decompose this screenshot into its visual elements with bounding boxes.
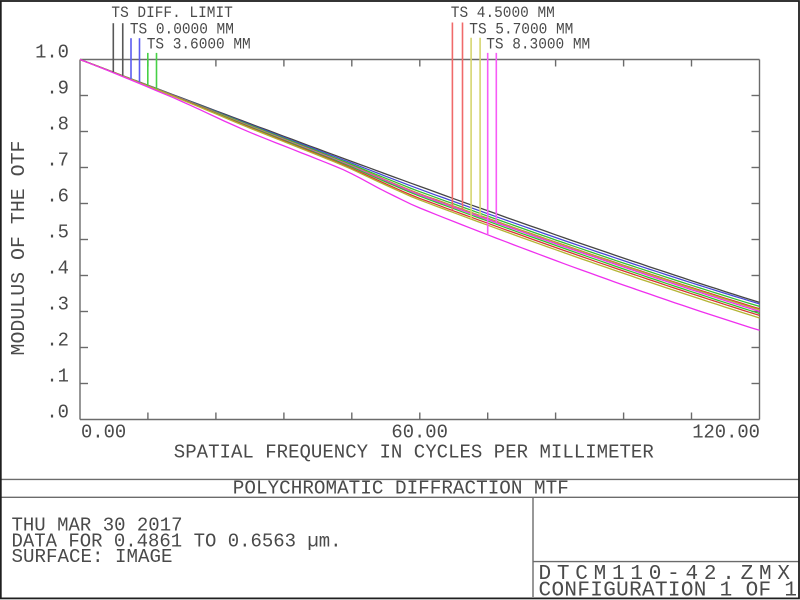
svg-text:120.00: 120.00: [692, 422, 760, 444]
svg-text:TS 3.6000 MM: TS 3.6000 MM: [147, 36, 251, 54]
svg-text:.9: .9: [46, 78, 69, 100]
svg-text:.5: .5: [46, 222, 69, 244]
svg-text:.6: .6: [46, 186, 69, 208]
svg-text:0.00: 0.00: [81, 422, 126, 444]
svg-text:.8: .8: [46, 114, 69, 136]
svg-text:1.0: 1.0: [35, 42, 69, 64]
svg-text:.7: .7: [46, 150, 69, 172]
svg-text:THU MAR 30 2017: THU MAR 30 2017: [12, 515, 183, 537]
svg-text:DATA FOR 0.4861 TO 0.6563 µm.: DATA FOR 0.4861 TO 0.6563 µm.: [12, 530, 342, 552]
svg-text:TS 8.3000 MM: TS 8.3000 MM: [486, 36, 590, 54]
svg-text:TS DIFF. LIMIT: TS DIFF. LIMIT: [111, 4, 232, 22]
svg-text:POLYCHROMATIC DIFFRACTION MTF: POLYCHROMATIC DIFFRACTION MTF: [233, 478, 569, 500]
svg-text:SPATIAL FREQUENCY IN CYCLES PE: SPATIAL FREQUENCY IN CYCLES PER MILLIMET…: [174, 442, 654, 464]
svg-text:60.00: 60.00: [391, 422, 448, 444]
svg-text:TS 0.0000 MM: TS 0.0000 MM: [130, 21, 234, 39]
svg-text:TS 4.5000 MM: TS 4.5000 MM: [451, 4, 555, 22]
svg-text:.0: .0: [46, 402, 69, 424]
svg-text:.2: .2: [46, 330, 69, 352]
svg-text:.4: .4: [46, 258, 69, 280]
svg-text:CONFIGURATION 1 OF 1: CONFIGURATION 1 OF 1: [539, 579, 798, 600]
svg-text:TS 5.7000 MM: TS 5.7000 MM: [469, 21, 573, 39]
svg-text:SURFACE: IMAGE: SURFACE: IMAGE: [12, 546, 173, 568]
svg-text:.3: .3: [46, 294, 69, 316]
svg-text:MODULUS OF THE OTF: MODULUS OF THE OTF: [8, 141, 30, 356]
svg-text:.1: .1: [46, 366, 69, 388]
